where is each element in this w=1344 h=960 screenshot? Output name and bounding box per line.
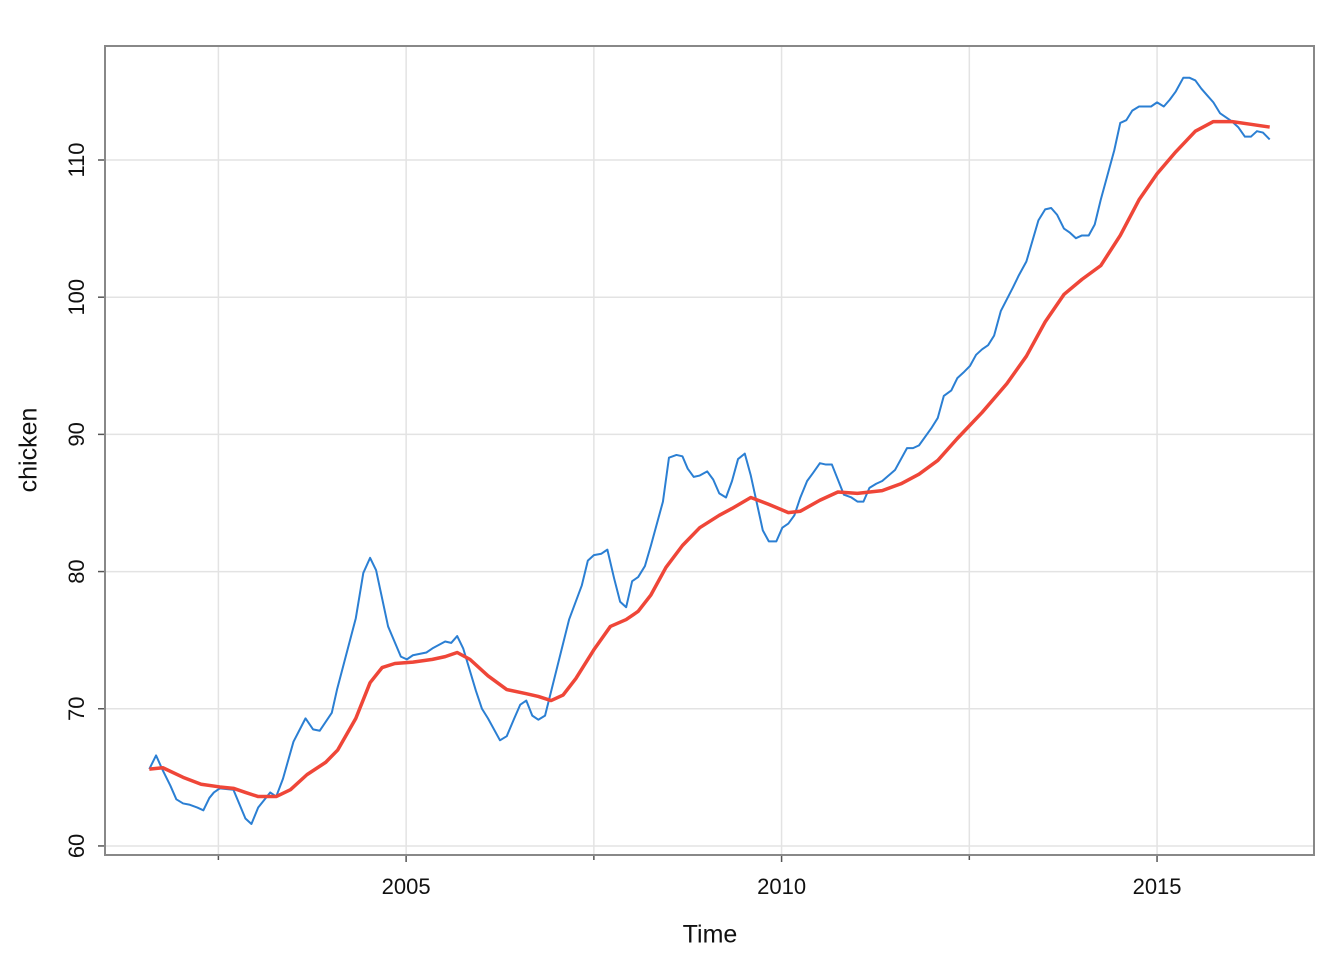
- x-axis-title: Time: [683, 921, 738, 949]
- y-tick-label: 100: [64, 279, 89, 316]
- y-tick-label: 110: [64, 142, 89, 177]
- y-tick-label: 70: [64, 697, 89, 721]
- series-line: [149, 119, 1270, 799]
- series-line: [148, 76, 1271, 825]
- x-tick-label: 2005: [382, 874, 431, 899]
- y-axis-title: chicken: [15, 408, 43, 493]
- y-tick-label: 90: [64, 422, 89, 446]
- x-tick-label: 2015: [1133, 874, 1182, 899]
- y-tick-label: 60: [64, 834, 89, 858]
- x-tick-label: 2010: [757, 874, 806, 899]
- plot-border: [104, 45, 1315, 856]
- y-tick-label: 80: [64, 559, 89, 583]
